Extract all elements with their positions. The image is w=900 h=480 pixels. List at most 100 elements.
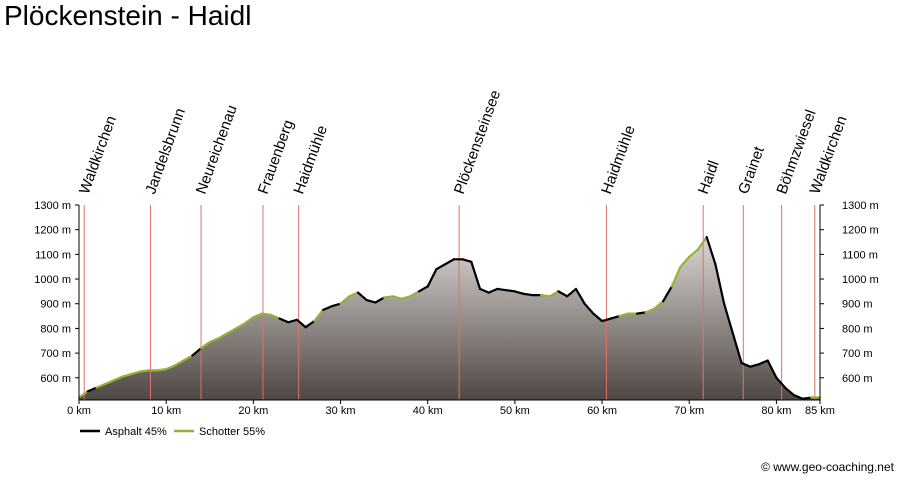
profile-segment-asphalt	[583, 302, 595, 315]
profile-segment-schotter	[548, 290, 560, 298]
profile-segment-asphalt	[365, 298, 377, 304]
profile-segment-schotter	[121, 372, 133, 378]
profile-segment-asphalt	[295, 318, 307, 329]
profile-segment-asphalt	[278, 317, 290, 324]
profile-segment-schotter	[104, 379, 115, 386]
y-tick-label-right: 1200 m	[842, 225, 879, 237]
profile-segment-asphalt	[513, 290, 525, 295]
waypoint-label: Grainet	[735, 144, 768, 197]
profile-segment-asphalt	[609, 314, 621, 320]
elevation-area	[79, 237, 820, 400]
profile-segment-schotter	[391, 295, 403, 300]
y-tick-label-right: 700 m	[842, 348, 873, 360]
profile-segment-schotter	[156, 368, 168, 372]
profile-segment-schotter	[173, 359, 185, 367]
profile-segment-asphalt	[600, 317, 612, 323]
profile-segment-asphalt	[287, 318, 299, 324]
profile-segment-asphalt	[417, 285, 429, 293]
waypoint-label: Frauenberg	[255, 118, 298, 197]
profile-segment-asphalt	[470, 260, 482, 291]
x-tick-label: 80 km	[761, 405, 791, 417]
profile-segment-asphalt	[487, 287, 499, 294]
profile-segment-schotter	[217, 332, 229, 340]
profile-segment-schotter	[269, 313, 281, 320]
profile-segment-asphalt	[557, 290, 569, 298]
profile-segment-schotter	[234, 322, 246, 330]
y-tick-label-right: 1300 m	[842, 200, 879, 212]
profile-segment-asphalt	[426, 268, 438, 288]
profile-segment-asphalt	[801, 396, 813, 400]
profile-segment-schotter	[165, 364, 176, 371]
profile-segment-asphalt	[321, 305, 333, 312]
profile-line-layer	[77, 235, 822, 400]
profile-segment-asphalt	[757, 359, 769, 366]
x-tick-label: 30 km	[326, 405, 356, 417]
profile-segment-asphalt	[356, 291, 368, 302]
profile-segment-asphalt	[505, 289, 516, 293]
waypoint-label: Haidl	[695, 158, 723, 196]
profile-segment-schotter	[138, 369, 150, 373]
profile-segment-schotter	[653, 300, 665, 310]
profile-segment-schotter	[226, 327, 238, 335]
profile-segment-schotter	[182, 354, 194, 362]
profile-segment-schotter	[112, 375, 124, 382]
waypoint-label: Haidmühle	[598, 123, 639, 196]
profile-segment-asphalt	[496, 287, 508, 292]
x-tick-label: 70 km	[674, 405, 704, 417]
profile-segment-asphalt	[784, 386, 795, 397]
y-tick-label-left: 900 m	[40, 299, 71, 311]
profile-segment-asphalt	[435, 263, 447, 271]
axis-layer: 600 m 600 m 700 m 700 m 800 m 800 m 900 m 900 m…	[34, 200, 878, 417]
profile-segment-asphalt	[574, 287, 586, 305]
profile-segment-asphalt	[522, 292, 534, 297]
profile-segment-schotter	[95, 382, 107, 389]
profile-segment-asphalt	[191, 347, 203, 357]
legend: Asphalt 45% Schotter 55%	[80, 426, 265, 438]
profile-segment-schotter	[260, 312, 272, 316]
y-tick-label-left: 1000 m	[34, 274, 71, 286]
profile-segment-asphalt	[304, 319, 316, 329]
profile-segment-asphalt	[766, 359, 778, 379]
y-tick-label-left: 600 m	[40, 373, 71, 385]
area-layer	[79, 237, 820, 400]
y-tick-label-right: 800 m	[842, 323, 873, 335]
profile-segment-schotter	[679, 255, 691, 268]
profile-segment-asphalt	[705, 235, 717, 266]
profile-segment-schotter	[670, 265, 682, 288]
profile-segment-asphalt	[330, 302, 342, 308]
profile-segment-asphalt	[374, 296, 386, 304]
y-tick-label-left: 700 m	[40, 348, 71, 360]
y-tick-label-left: 1200 m	[34, 225, 71, 237]
profile-segment-asphalt	[749, 363, 761, 368]
x-tick-label: 50 km	[500, 405, 530, 417]
profile-segment-asphalt	[635, 311, 647, 315]
y-tick-label-left: 1100 m	[35, 249, 71, 261]
waypoint-label: Neureichenau	[193, 103, 241, 197]
profile-segment-schotter	[644, 307, 656, 314]
waypoint-label: Waldkirchen	[76, 114, 120, 197]
profile-segment-schotter	[130, 370, 142, 376]
profile-segment-schotter	[199, 340, 211, 350]
x-tick-label: 10 km	[151, 405, 181, 417]
profile-segment-schotter	[618, 312, 630, 318]
profile-segment-asphalt	[461, 258, 473, 263]
x-tick-label: 40 km	[413, 405, 443, 417]
profile-segment-schotter	[252, 312, 264, 319]
x-tick-label: 20 km	[238, 405, 268, 417]
y-tick-label-right: 1100 m	[842, 249, 878, 261]
y-tick-label-right: 1000 m	[842, 274, 879, 286]
x-tick-label: 60 km	[587, 405, 617, 417]
legend-label: Schotter 55%	[199, 426, 265, 438]
waypoint-label: Jandelsbrunn	[142, 106, 189, 196]
profile-segment-asphalt	[566, 287, 578, 298]
profile-segment-asphalt	[723, 302, 734, 335]
waypoint-label: Haidmühle	[290, 123, 331, 196]
y-tick-label-left: 800 m	[40, 323, 71, 335]
y-tick-label-left: 1300 m	[34, 200, 71, 212]
profile-segment-schotter	[208, 337, 220, 344]
profile-segment-schotter	[539, 293, 551, 298]
profile-segment-asphalt	[740, 361, 752, 368]
profile-segment-asphalt	[731, 332, 743, 365]
profile-segment-asphalt	[714, 263, 726, 305]
